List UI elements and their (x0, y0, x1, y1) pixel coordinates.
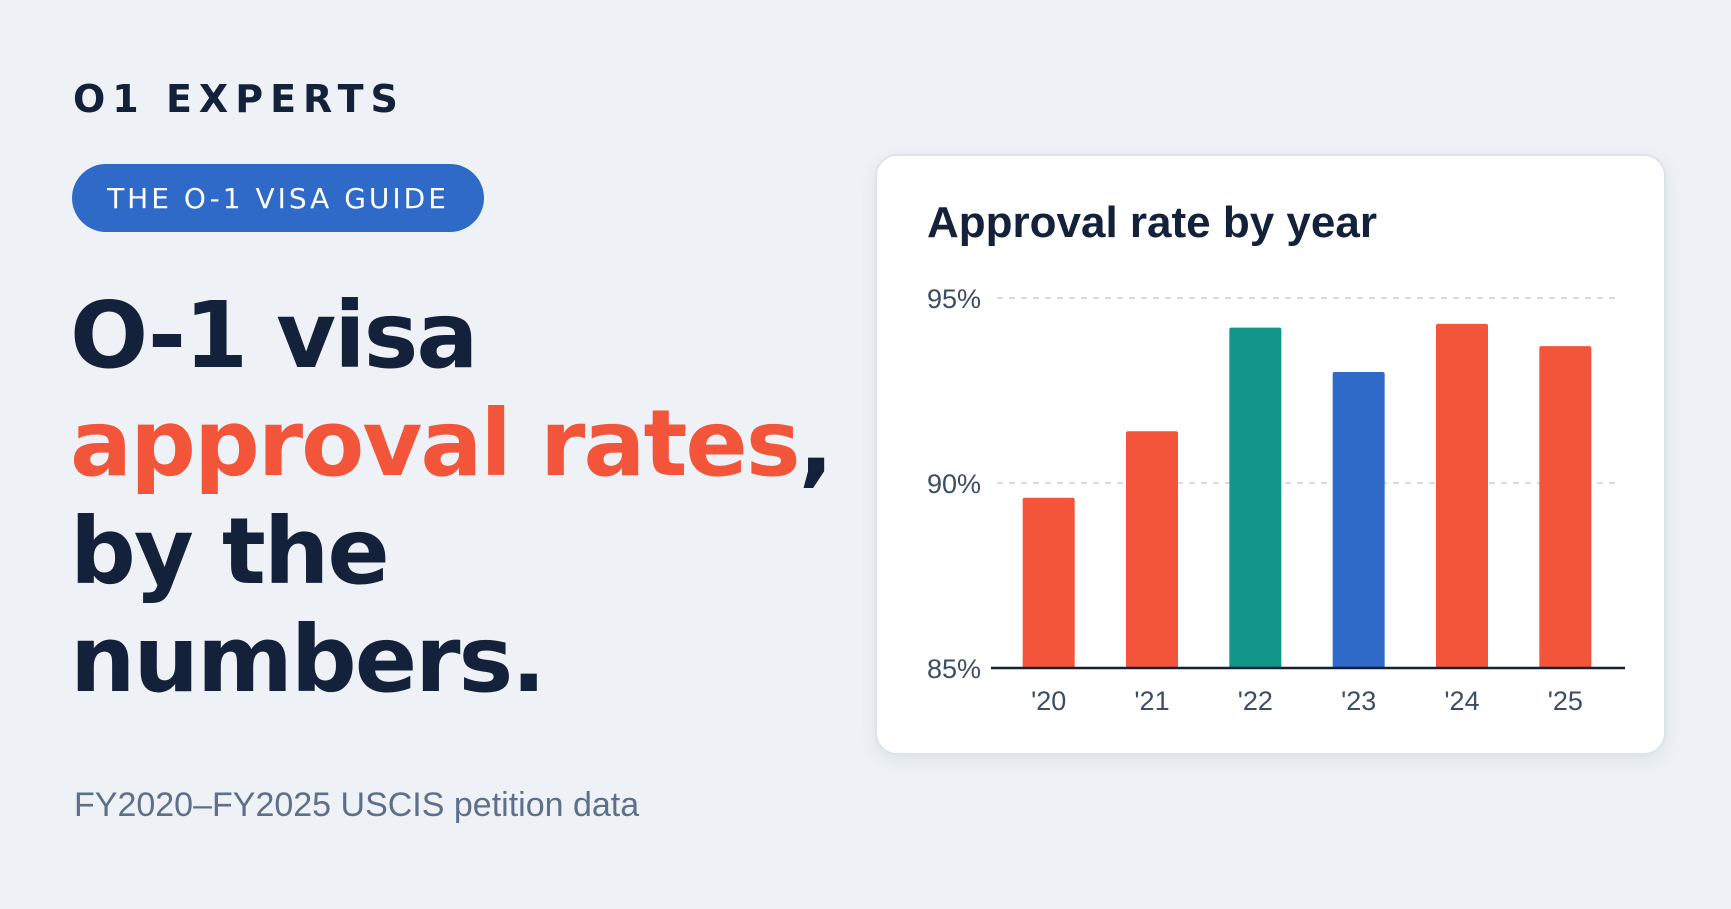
bar (1332, 372, 1385, 668)
x-tick-label: '23 (1341, 686, 1376, 716)
brand-wordmark: O1 EXPERTS (73, 77, 405, 121)
headline-accent: approval rates (70, 390, 801, 497)
headline-line-4: numbers. (70, 606, 546, 713)
bar (1126, 431, 1178, 668)
bar (1539, 346, 1592, 668)
headline: O-1 visa approval rates, by the numbers. (70, 282, 834, 714)
x-tick-label: '21 (1134, 686, 1169, 716)
chart-title: Approval rate by year (927, 198, 1377, 247)
headline-line-3: by the (70, 498, 390, 605)
headline-comma: , (798, 390, 834, 497)
bar (1022, 497, 1075, 668)
x-tick-label: '25 (1548, 686, 1583, 716)
y-tick-label: 85% (927, 654, 981, 684)
guide-badge: THE O-1 VISA GUIDE (72, 164, 484, 232)
headline-line-1: O-1 visa (70, 282, 479, 389)
y-tick-label: 90% (927, 469, 981, 499)
x-tick-label: '20 (1031, 686, 1066, 716)
data-source-caption: FY2020–FY2025 USCIS petition data (74, 786, 640, 824)
x-tick-label: '24 (1444, 686, 1479, 716)
guide-badge-label: THE O-1 VISA GUIDE (107, 181, 449, 215)
x-tick-label: '22 (1238, 686, 1273, 716)
bar (1436, 323, 1488, 668)
chart-card: Approval rate by year 95% 90% 85% '20 '21 '22… (875, 154, 1666, 755)
bar (1229, 327, 1282, 668)
headline-line-2: approval rates, (70, 390, 834, 498)
approval-rate-bar-chart: 95% 90% 85% '20 '21 '22 '23 '24 '25 (927, 284, 1625, 716)
y-tick-label: 95% (927, 284, 981, 314)
